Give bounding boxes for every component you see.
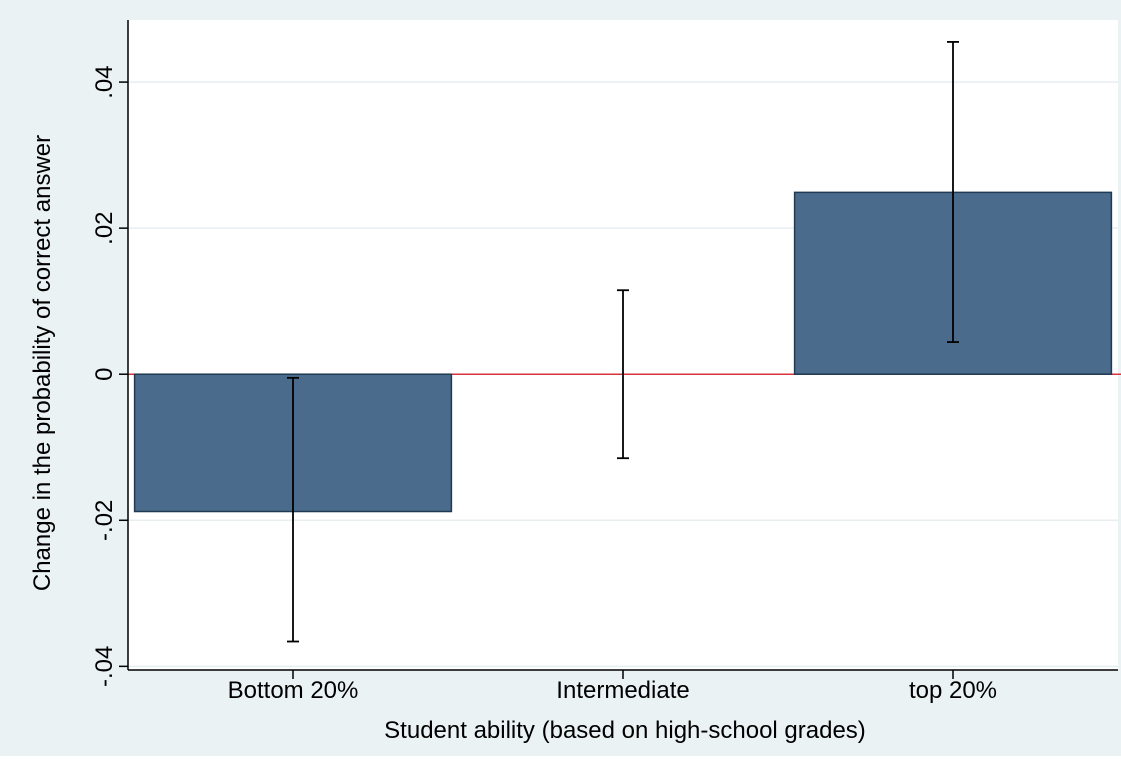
y-tick-label: .04	[91, 65, 118, 98]
x-axis-label: Student ability (based on high-school gr…	[384, 717, 866, 744]
error-bars	[287, 41, 959, 643]
y-tick-label: 0	[91, 368, 118, 381]
y-tick-labels: -.04 -.02 0 .02 .04	[91, 65, 118, 687]
axes	[119, 20, 1118, 679]
x-tick-label: Bottom 20%	[228, 677, 359, 704]
y-tick-label: .02	[91, 211, 118, 244]
x-tick-label: top 20%	[909, 677, 997, 704]
y-tick-label: -.02	[91, 500, 118, 541]
y-tick-label: -.04	[91, 646, 118, 687]
x-tick-label: Intermediate	[556, 677, 689, 704]
y-axis-label: Change in the probability of correct ans…	[29, 135, 56, 591]
x-tick-labels: Bottom 20% Intermediate top 20%	[228, 677, 997, 704]
